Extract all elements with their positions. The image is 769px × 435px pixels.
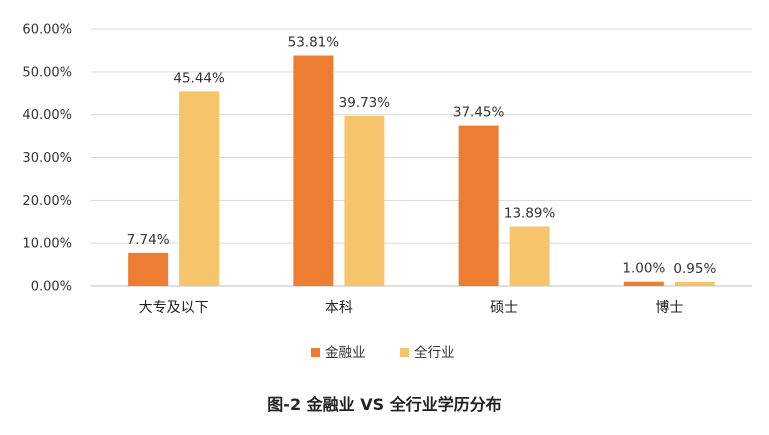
y-tick-label: 60.00%: [22, 23, 72, 38]
y-tick-label: 40.00%: [22, 108, 72, 123]
legend-swatch: [311, 348, 320, 357]
y-tick-label: 0.00%: [31, 280, 72, 295]
bar-finance: [128, 252, 169, 286]
bar-all-industry: [674, 281, 715, 286]
category-label: 本科: [325, 300, 353, 316]
legend: 金融业 全行业: [311, 344, 455, 361]
y-tick-label: 20.00%: [22, 194, 72, 209]
legend-label: 全行业: [414, 344, 455, 361]
bar-all-industry: [344, 115, 385, 286]
y-axis-ticks: 0.00% 10.00% 20.00% 30.00% 40.00% 50.00% 60.00…: [22, 23, 72, 295]
category-label: 硕士: [490, 300, 518, 316]
y-tick-label: 30.00%: [22, 151, 72, 166]
x-axis-categories: 大专及以下 本科 硕士 博士: [139, 299, 684, 316]
data-label: 0.95%: [673, 261, 716, 277]
legend-swatch: [400, 348, 409, 357]
y-tick-label: 10.00%: [22, 237, 72, 252]
data-label: 39.73%: [339, 95, 391, 111]
bar-finance: [458, 125, 499, 286]
bars: [128, 55, 715, 287]
category-label: 博士: [655, 299, 683, 316]
data-labels: 7.74% 45.44% 53.81% 39.73% 37.45% 13.89% 1.00%…: [127, 35, 717, 277]
data-label: 37.45%: [453, 105, 505, 121]
category-label: 大专及以下: [139, 300, 209, 316]
y-tick-label: 50.00%: [22, 65, 72, 80]
data-label: 53.81%: [288, 35, 340, 51]
bar-finance: [623, 281, 664, 286]
bar-all-industry: [179, 91, 220, 287]
data-label: 1.00%: [622, 261, 665, 277]
legend-label: 金融业: [325, 345, 366, 361]
bar-finance: [293, 55, 334, 287]
data-label: 7.74%: [127, 232, 170, 248]
chart-title: 图-2 金融业 VS 全行业学历分布: [267, 395, 501, 414]
data-label: 13.89%: [504, 206, 556, 222]
data-label: 45.44%: [173, 70, 225, 86]
bar-all-industry: [509, 226, 550, 286]
